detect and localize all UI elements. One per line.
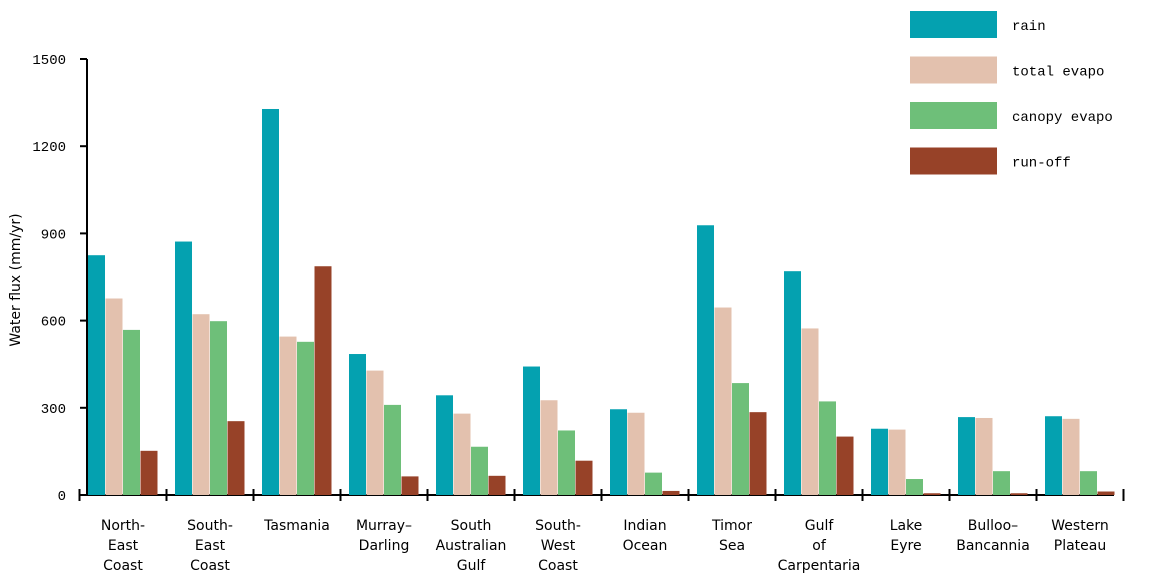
bar-total-evapotranspiration <box>540 400 558 495</box>
category-label: East <box>108 538 139 554</box>
category-label: Sea <box>719 538 745 554</box>
bar-canopy-evapotranspiration <box>906 479 923 495</box>
bar-run-off <box>662 490 680 495</box>
bar-canopy-evapotranspiration <box>819 401 836 495</box>
bar-rain <box>871 428 888 495</box>
y-tick-label: 300 <box>41 402 66 418</box>
category-label: North- <box>101 518 145 534</box>
legend-swatch <box>910 147 997 175</box>
category-label: of <box>812 538 827 554</box>
bar-rain <box>175 241 192 495</box>
bar-total-evapotranspiration <box>279 336 297 495</box>
y-tick-label: 1200 <box>32 140 66 156</box>
bar-total-evapotranspiration <box>1062 418 1080 495</box>
bar-total-evapotranspiration <box>366 370 384 495</box>
bar-canopy-evapotranspiration <box>297 341 314 495</box>
category-label: South <box>451 518 492 534</box>
y-tick-label: 900 <box>41 227 66 243</box>
y-tick-label: 1500 <box>32 53 66 69</box>
bar-run-off <box>1010 493 1028 495</box>
bar-canopy-evapotranspiration <box>471 446 488 495</box>
bar-rain <box>697 225 714 495</box>
legend-swatch <box>910 102 997 129</box>
bar-run-off <box>749 412 767 495</box>
legend-label: rain <box>1012 19 1046 35</box>
category-label: Coast <box>538 558 578 574</box>
category-label: Darling <box>359 538 410 554</box>
category-label: Bancannia <box>956 538 1030 554</box>
category-label: Gulf <box>457 558 487 574</box>
category-label: Australian <box>436 538 507 554</box>
bar-canopy-evapotranspiration <box>384 404 401 495</box>
y-tick-label: 0 <box>58 489 66 505</box>
bar-rain <box>958 417 975 495</box>
bar-run-off <box>1097 491 1115 495</box>
bar-total-evapotranspiration <box>888 429 906 495</box>
legend-swatch <box>910 11 997 38</box>
category-label: South- <box>187 518 233 534</box>
bar-run-off <box>314 266 332 495</box>
bar-rain <box>88 255 105 495</box>
legend: rain total evapo canopy evapo run-off <box>910 11 1113 175</box>
category-labels: North- East Coast South- East Coast Tasmania Mu… <box>101 518 1109 574</box>
category-label: Eyre <box>890 538 921 554</box>
bar-rain <box>349 354 366 495</box>
bar-run-off <box>401 476 419 495</box>
category-label: Lake <box>890 518 923 534</box>
bar-total-evapotranspiration <box>627 412 645 495</box>
category-label: East <box>195 538 226 554</box>
y-tick-label: 600 <box>41 315 66 331</box>
bar-total-evapotranspiration <box>975 417 993 495</box>
category-label: Indian <box>623 518 666 534</box>
legend-label: total evapo <box>1012 65 1104 81</box>
bar-total-evapotranspiration <box>453 413 471 495</box>
category-label: Tasmania <box>263 518 330 534</box>
category-label: Bulloo– <box>968 518 1018 534</box>
category-label: Murray– <box>356 518 412 534</box>
bar-rain <box>523 366 540 495</box>
bar-run-off <box>575 460 593 495</box>
bar-total-evapotranspiration <box>192 314 210 495</box>
category-label: Timor <box>711 518 752 534</box>
category-label: Carpentaria <box>778 558 861 574</box>
bar-canopy-evapotranspiration <box>123 329 140 495</box>
category-label: Coast <box>103 558 143 574</box>
bar-run-off <box>923 493 941 495</box>
category-label: Western <box>1051 518 1108 534</box>
axes: 0 300 600 900 1200 1500 <box>32 53 1125 505</box>
bar-canopy-evapotranspiration <box>645 472 662 495</box>
bar-total-evapotranspiration <box>105 298 123 495</box>
bar-total-evapotranspiration <box>714 307 732 495</box>
legend-label: run-off <box>1012 156 1071 172</box>
category-label: South- <box>535 518 581 534</box>
legend-items: rain total evapo canopy evapo run-off <box>910 11 1113 175</box>
category-label: Gulf <box>805 518 835 534</box>
bar-rain <box>1045 416 1062 495</box>
bar-rain <box>784 271 801 495</box>
bar-total-evapotranspiration <box>801 328 819 495</box>
bar-run-off <box>836 436 854 495</box>
bars <box>88 108 1115 496</box>
bar-run-off <box>488 475 506 495</box>
category-label: Coast <box>190 558 230 574</box>
bar-canopy-evapotranspiration <box>1080 471 1097 495</box>
legend-label: canopy evapo <box>1012 110 1113 126</box>
bar-canopy-evapotranspiration <box>210 321 227 495</box>
bar-canopy-evapotranspiration <box>732 383 749 495</box>
category-label: Ocean <box>623 538 668 554</box>
bar-rain <box>610 409 627 495</box>
bar-canopy-evapotranspiration <box>993 471 1010 495</box>
bar-run-off <box>140 450 158 495</box>
bar-canopy-evapotranspiration <box>558 430 575 495</box>
y-axis-label: Water flux (mm/yr) <box>8 213 24 346</box>
legend-swatch <box>910 56 997 84</box>
bar-rain <box>262 108 279 496</box>
category-label: West <box>541 538 576 554</box>
category-label: Plateau <box>1054 538 1106 554</box>
bar-rain <box>436 395 453 495</box>
bar-run-off <box>227 421 245 495</box>
